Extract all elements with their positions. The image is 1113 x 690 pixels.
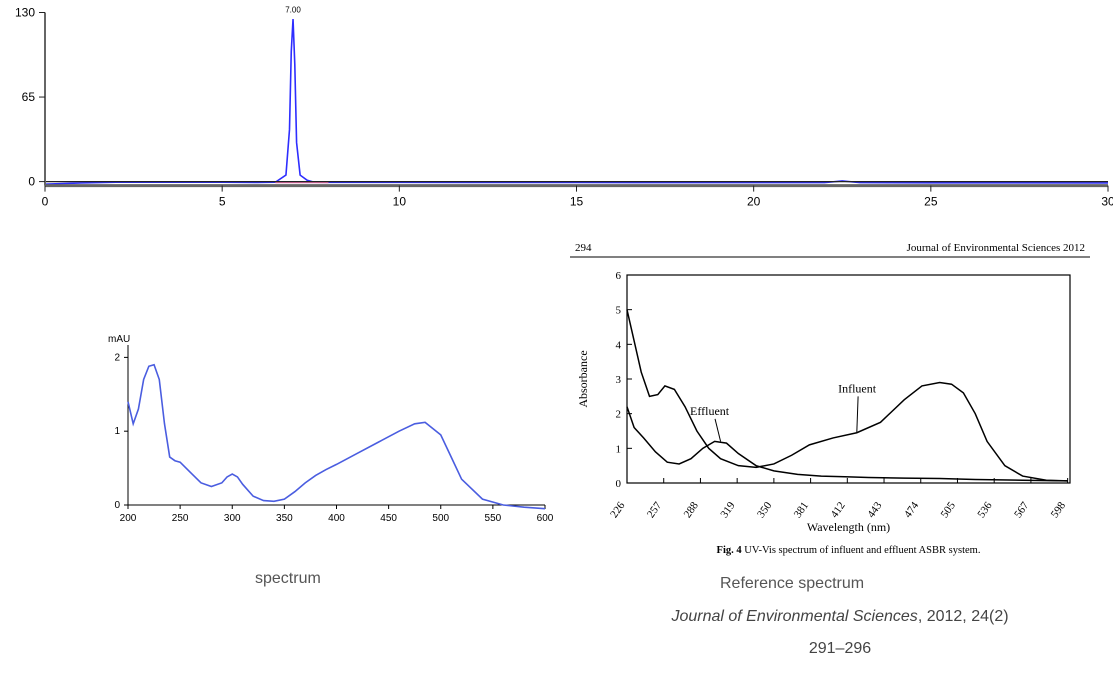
svg-text:0: 0 xyxy=(616,478,622,490)
page-root: 0510152025300651307.00 20025030035040045… xyxy=(0,0,1113,690)
svg-text:319: 319 xyxy=(718,499,738,520)
svg-text:5: 5 xyxy=(219,195,226,209)
svg-text:200: 200 xyxy=(120,513,137,524)
svg-text:300: 300 xyxy=(224,513,241,524)
svg-text:Wavelength (nm): Wavelength (nm) xyxy=(807,520,890,534)
svg-text:3: 3 xyxy=(616,374,622,386)
svg-text:30: 30 xyxy=(1101,195,1113,209)
svg-text:226: 226 xyxy=(608,499,628,520)
svg-text:20: 20 xyxy=(747,195,761,209)
citation-journal: Journal of Environmental Sciences xyxy=(671,608,917,625)
svg-text:Fig. 4 UV-Vis spectrum of in: Fig. 4 UV-Vis spectrum of influent and e… xyxy=(717,545,981,556)
svg-text:412: 412 xyxy=(828,500,847,520)
svg-text:1: 1 xyxy=(114,426,120,437)
svg-text:Influent: Influent xyxy=(838,381,877,395)
svg-text:474: 474 xyxy=(902,499,922,520)
svg-text:350: 350 xyxy=(276,513,293,524)
svg-text:65: 65 xyxy=(22,90,36,104)
svg-text:0: 0 xyxy=(28,175,35,189)
svg-text:2: 2 xyxy=(114,352,120,363)
svg-text:4: 4 xyxy=(616,339,622,351)
svg-text:25: 25 xyxy=(924,195,938,209)
svg-text:250: 250 xyxy=(172,513,189,524)
reference-chart: 294 Journal of Environmental Sciences 201… xyxy=(565,235,1105,575)
svg-text:257: 257 xyxy=(645,499,665,520)
svg-text:2: 2 xyxy=(616,409,622,421)
svg-text:5: 5 xyxy=(616,305,622,317)
reference-caption: Reference spectrum xyxy=(720,575,864,593)
svg-text:15: 15 xyxy=(570,195,584,209)
svg-text:400: 400 xyxy=(328,513,345,524)
svg-text:500: 500 xyxy=(432,513,449,524)
svg-text:6: 6 xyxy=(616,270,622,282)
citation-rest: , 2012, 24(2) xyxy=(918,608,1009,625)
svg-text:536: 536 xyxy=(975,499,995,520)
svg-text:Journal of Environmental Scien: Journal of Environmental Sciences 2012 xyxy=(907,242,1085,254)
svg-text:598: 598 xyxy=(1049,499,1069,520)
svg-text:Absorbance: Absorbance xyxy=(576,350,590,407)
svg-text:mAU: mAU xyxy=(108,334,130,345)
svg-text:567: 567 xyxy=(1012,499,1032,520)
chromatogram-chart: 0 5 10 15 20 25 30 0 65 130 7.00 xyxy=(0,0,1113,225)
reference-pages: 291–296 xyxy=(610,640,1070,658)
spectrum-chart: 200 250 300 350 400 450 500 550 600 0 1 2 mAU xyxy=(80,320,560,540)
svg-text:288: 288 xyxy=(682,499,702,520)
reference-citation: Journal of Environmental Sciences, 2012,… xyxy=(610,608,1070,626)
svg-text:0: 0 xyxy=(114,500,120,511)
spectrum-caption: spectrum xyxy=(255,570,321,588)
svg-text:7.00: 7.00 xyxy=(285,6,301,15)
svg-text:Effluent: Effluent xyxy=(690,404,730,418)
svg-text:0: 0 xyxy=(42,195,49,209)
svg-text:1: 1 xyxy=(616,443,622,455)
svg-text:130: 130 xyxy=(15,6,35,20)
svg-text:450: 450 xyxy=(380,513,397,524)
svg-text:505: 505 xyxy=(939,499,959,520)
svg-text:294: 294 xyxy=(575,242,592,254)
svg-text:443: 443 xyxy=(865,499,885,520)
svg-text:381: 381 xyxy=(792,500,811,520)
svg-text:10: 10 xyxy=(393,195,407,209)
svg-text:600: 600 xyxy=(537,513,554,524)
svg-text:350: 350 xyxy=(755,499,775,520)
svg-text:550: 550 xyxy=(485,513,502,524)
